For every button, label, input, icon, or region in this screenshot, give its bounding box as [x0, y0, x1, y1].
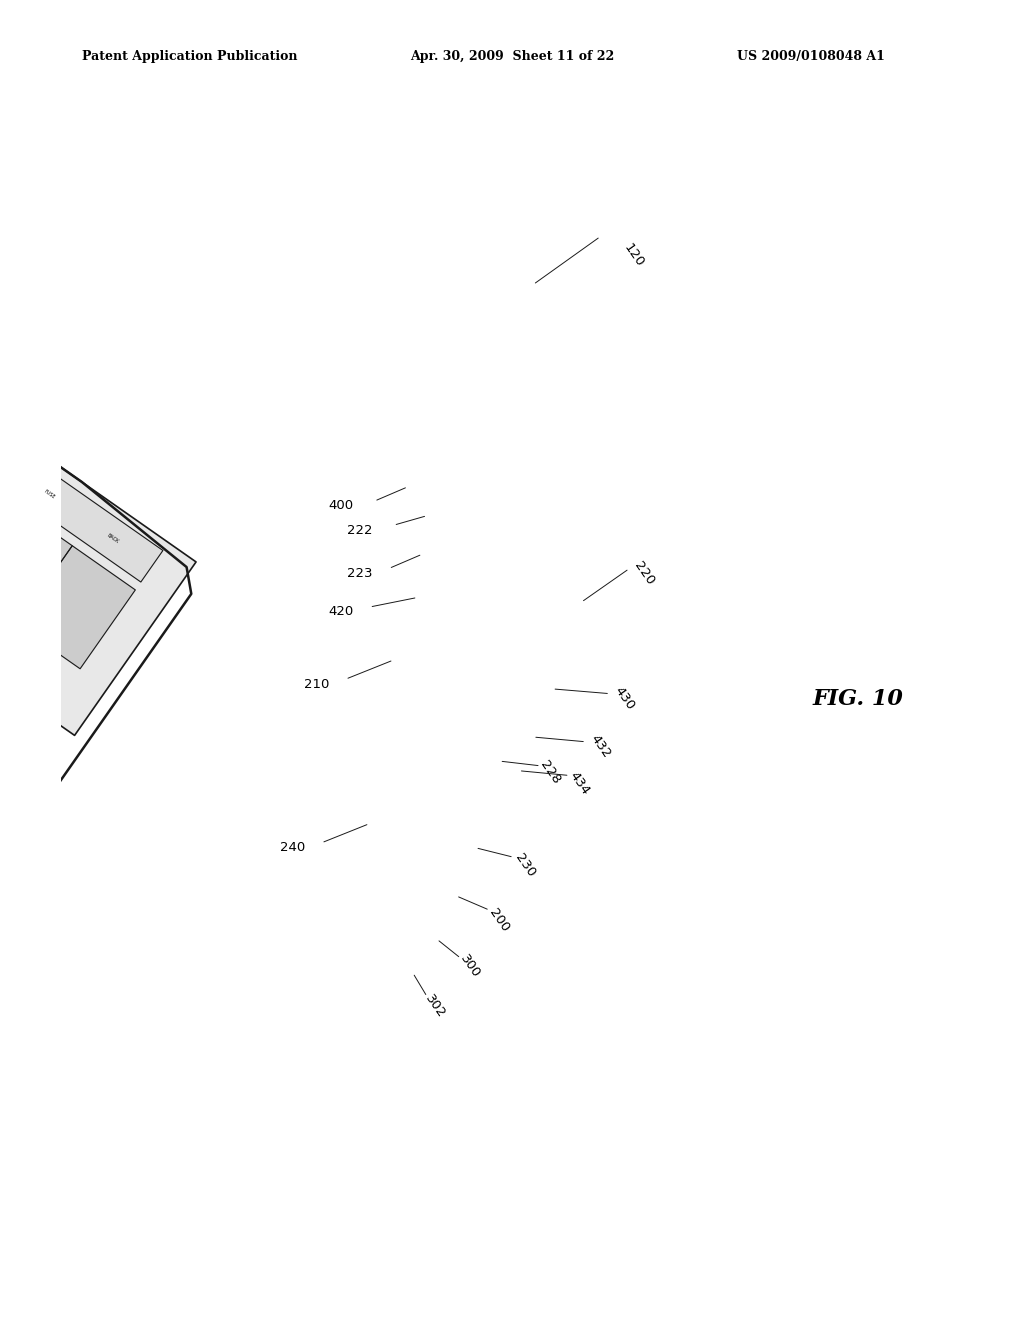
Text: 430: 430	[612, 685, 637, 713]
Text: 223: 223	[347, 566, 373, 579]
Polygon shape	[0, 458, 9, 581]
Polygon shape	[0, 418, 163, 582]
Polygon shape	[0, 391, 196, 735]
Text: 420: 420	[328, 606, 353, 618]
Text: FUSE: FUSE	[43, 488, 56, 500]
Polygon shape	[17, 545, 135, 669]
Text: 200: 200	[486, 906, 512, 935]
Text: 300: 300	[458, 952, 483, 981]
Text: 230: 230	[513, 851, 538, 879]
Text: 222: 222	[347, 524, 373, 536]
Text: US 2009/0108048 A1: US 2009/0108048 A1	[737, 50, 885, 63]
Text: 228: 228	[538, 759, 563, 787]
Text: 400: 400	[328, 499, 353, 512]
Text: 120: 120	[622, 242, 647, 269]
Text: 210: 210	[304, 677, 329, 690]
Text: Patent Application Publication: Patent Application Publication	[82, 50, 297, 63]
Text: 432: 432	[588, 733, 613, 760]
Text: 434: 434	[566, 770, 592, 797]
Text: 302: 302	[422, 993, 447, 1020]
Text: FIG. 10: FIG. 10	[812, 688, 903, 710]
Polygon shape	[0, 502, 73, 624]
Text: BACK: BACK	[105, 533, 120, 544]
Polygon shape	[0, 609, 5, 706]
Text: 240: 240	[280, 841, 305, 854]
Text: 220: 220	[631, 560, 656, 587]
Text: Apr. 30, 2009  Sheet 11 of 22: Apr. 30, 2009 Sheet 11 of 22	[410, 50, 613, 63]
